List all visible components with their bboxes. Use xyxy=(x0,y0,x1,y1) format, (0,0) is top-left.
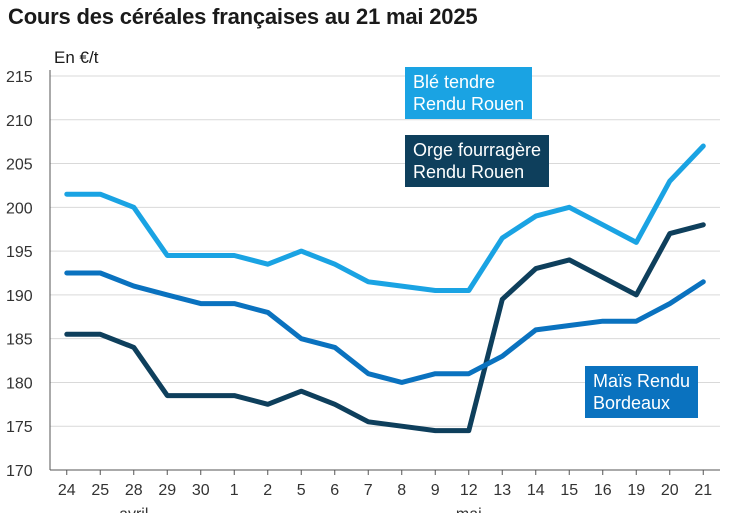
y-tick-label: 195 xyxy=(6,244,33,261)
legend-label-line-1: Orge fourragère xyxy=(413,140,542,160)
series-line-ble xyxy=(64,143,706,293)
legend-label-line-1: Blé tendre xyxy=(413,72,496,92)
y-tick-label: 170 xyxy=(6,463,33,480)
x-month-label: avril xyxy=(119,506,148,513)
x-tick-label: 29 xyxy=(158,482,176,499)
x-tick-label: 9 xyxy=(431,482,440,499)
x-tick-label: 16 xyxy=(594,482,612,499)
series-lines xyxy=(64,143,706,434)
x-tick-label: 12 xyxy=(460,482,478,499)
x-tick-label: 5 xyxy=(297,482,306,499)
y-tick-label: 185 xyxy=(6,332,33,349)
chart-title: Cours des céréales françaises au 21 mai … xyxy=(8,4,478,29)
x-tick-label: 8 xyxy=(397,482,406,499)
x-tick-label: 7 xyxy=(364,482,373,499)
x-tick-label: 24 xyxy=(58,482,76,499)
legend-label-line-2: Rendu Rouen xyxy=(413,94,525,114)
x-tick-label: 25 xyxy=(91,482,109,499)
series-line-mais xyxy=(64,270,706,385)
x-tick-label: 30 xyxy=(192,482,210,499)
y-tick-label: 175 xyxy=(6,419,33,436)
y-tick-label: 210 xyxy=(6,113,33,130)
x-tick-label: 15 xyxy=(560,482,578,499)
y-tick-label: 180 xyxy=(6,375,33,392)
x-tick-label: 20 xyxy=(661,482,679,499)
x-month-label: mai xyxy=(456,506,482,513)
legend-label-orge-fourragere: Orge fourragère Rendu Rouen xyxy=(405,135,550,187)
y-tick-label: 190 xyxy=(6,288,33,305)
series-line-orge xyxy=(64,222,706,434)
legend-label-ble-tendre: Blé tendre Rendu Rouen xyxy=(405,67,533,119)
y-tick-label: 215 xyxy=(6,69,33,86)
legend-label-line-2: Rendu Rouen xyxy=(413,162,525,182)
y-axis-unit-label: En €/t xyxy=(54,48,99,67)
axes xyxy=(49,70,720,475)
x-tick-label: 1 xyxy=(230,482,239,499)
legend-label-mais: Maïs Rendu Bordeaux xyxy=(585,366,699,418)
x-tick-label: 21 xyxy=(694,482,712,499)
x-tick-label: 13 xyxy=(493,482,511,499)
y-tick-label: 205 xyxy=(6,157,33,174)
legend-label-line-1: Maïs Rendu xyxy=(593,371,691,391)
y-tick-label: 200 xyxy=(6,200,33,217)
x-tick-label: 28 xyxy=(125,482,143,499)
x-tick-label: 19 xyxy=(627,482,645,499)
x-tick-label: 2 xyxy=(263,482,272,499)
x-tick-label: 6 xyxy=(330,482,339,499)
x-tick-label: 14 xyxy=(527,482,545,499)
legend-label-line-2: Bordeaux xyxy=(593,393,671,413)
